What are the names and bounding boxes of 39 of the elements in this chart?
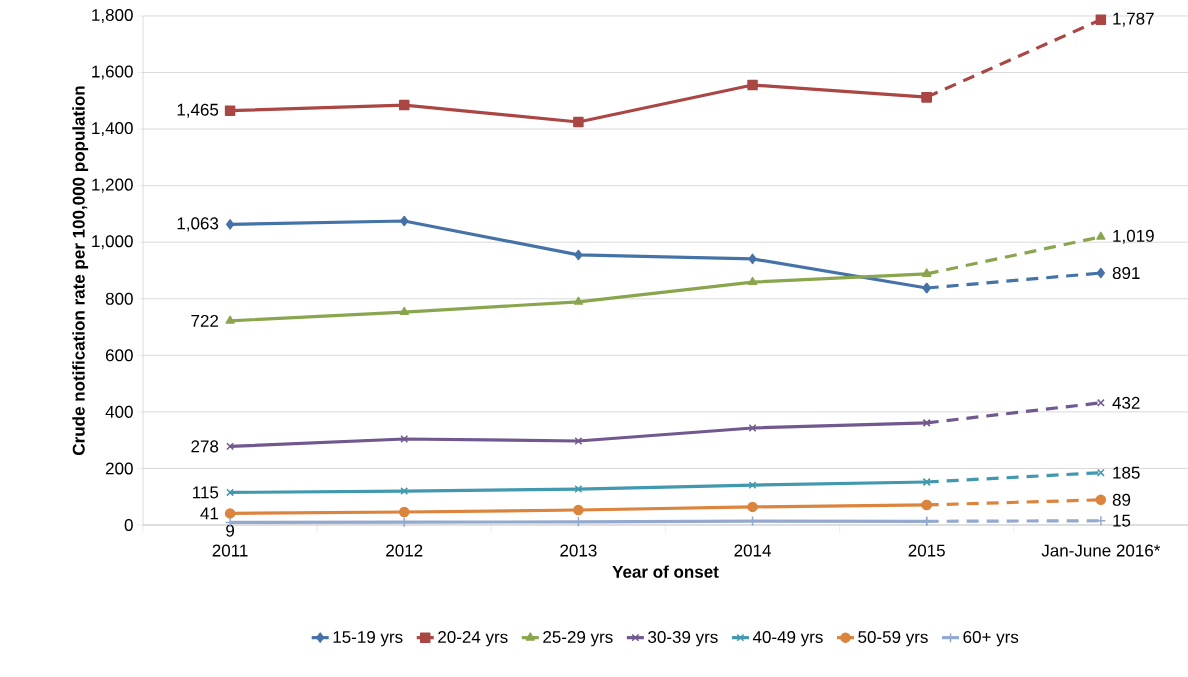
data-label: 9 (226, 524, 235, 537)
data-label: 722 (191, 314, 219, 327)
legend-label: 15-19 yrs (333, 630, 403, 647)
legend-label: 60+ yrs (963, 630, 1019, 647)
legend-label: 20-24 yrs (438, 630, 508, 647)
data-label: 89 (1112, 493, 1131, 506)
y-tick-label: 200 (105, 462, 133, 475)
y-tick-label: 1,800 (92, 8, 133, 23)
x-tick-label: 2011 (212, 544, 248, 557)
legend-label: 30-39 yrs (648, 630, 718, 647)
y-tick-label: 0 (124, 518, 133, 532)
data-label: 1,019 (1113, 229, 1154, 244)
y-axis-title: Crude notification rate per 100,000 population (72, 86, 89, 455)
x-tick-label: 2013 (560, 544, 597, 557)
data-label: 432 (1112, 396, 1140, 409)
data-label: 41 (200, 507, 219, 520)
data-label: 115 (193, 486, 219, 499)
x-tick-label: 2014 (734, 544, 771, 557)
x-tick-label: 2015 (908, 544, 945, 557)
x-tick-label: Jan-June 2016* (1041, 544, 1161, 557)
y-tick-label: 600 (105, 349, 133, 362)
x-tick-label: 2012 (386, 544, 423, 557)
data-label: 278 (191, 440, 219, 453)
x-axis-title: Year of onset (612, 565, 719, 578)
y-tick-label: 1,600 (92, 65, 133, 80)
data-label: 15 (1113, 514, 1131, 527)
data-label: 891 (1112, 267, 1140, 280)
y-tick-label: 800 (105, 292, 133, 305)
data-label: 1,787 (1113, 12, 1154, 27)
data-label: 1,063 (177, 217, 219, 232)
y-tick-label: 1,200 (92, 178, 133, 193)
legend-label: 40-49 yrs (752, 630, 823, 647)
legend-label: 25-29 yrs (543, 630, 613, 647)
data-label: 185 (1113, 466, 1140, 479)
y-tick-label: 400 (105, 405, 133, 418)
data-label: 1,465 (177, 103, 219, 118)
legend-label: 50-59 yrs (858, 630, 928, 647)
y-tick-label: 1,400 (92, 122, 133, 137)
y-tick-label: 1,000 (92, 235, 133, 250)
